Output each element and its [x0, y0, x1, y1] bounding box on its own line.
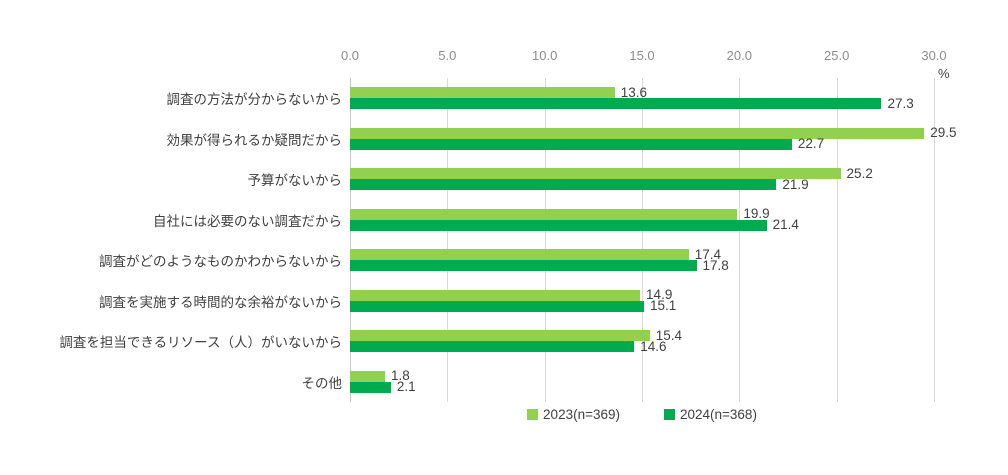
- bar-row: 13.6 27.3: [350, 78, 934, 119]
- bar-group: 14.9 15.1: [350, 288, 934, 313]
- bar-2024: 14.6: [350, 339, 666, 353]
- x-tick-label: 20.0: [726, 48, 752, 63]
- bar-row: 15.4 14.6: [350, 321, 934, 362]
- value-label-2024: 15.1: [649, 298, 677, 314]
- legend-swatch-2023: [527, 409, 539, 420]
- category-label: 予算がないから: [247, 173, 343, 189]
- bar-2024: 21.4: [350, 218, 799, 232]
- bar-2023: 14.9: [350, 288, 672, 302]
- x-axis: 0.0 5.0 10.0 15.0 20.0 25.0 30.0: [341, 48, 947, 64]
- bar-row: 1.8 2.1: [350, 362, 934, 403]
- gridline: [836, 78, 838, 402]
- legend-item-2023: 2023(n=369): [527, 407, 620, 422]
- bar-2024: 15.1: [350, 299, 676, 313]
- bar-2023: 25.2: [350, 166, 873, 180]
- x-tick-label: 15.0: [629, 48, 655, 63]
- bar-2024: 17.8: [350, 258, 729, 272]
- value-label-2023: 13.6: [620, 84, 648, 100]
- value-label-2023: 29.5: [930, 125, 957, 141]
- bar-group: 29.5 22.7: [350, 126, 957, 151]
- value-label-2023: 25.2: [846, 165, 873, 181]
- bar-2023: 15.4: [350, 328, 682, 342]
- bar-2024: 27.3: [350, 96, 914, 110]
- bar-group: 17.4 17.8: [350, 247, 934, 272]
- bar-row: 14.9 15.1: [350, 281, 934, 322]
- value-label-2024: 2.1: [396, 379, 416, 395]
- bar-row: 29.5 22.7: [350, 119, 957, 160]
- x-tick-label: 30.0: [921, 48, 947, 63]
- value-label-2024: 17.8: [702, 257, 729, 273]
- category-label: 調査を実施する時間的な余裕がないから: [99, 294, 342, 310]
- bar-row: 17.4 17.8: [350, 240, 934, 281]
- axis-zero-line: [350, 78, 351, 402]
- x-axis-unit-label: %: [938, 66, 950, 81]
- value-label-2023: 14.9: [646, 287, 673, 303]
- x-tick-label: 25.0: [824, 48, 850, 63]
- bar-row: 25.2 21.9: [350, 159, 934, 200]
- value-label-2023: 15.4: [655, 327, 683, 343]
- gridline: [739, 78, 741, 402]
- category-label: 効果が得られるか疑問だから: [166, 132, 343, 148]
- gridline: [447, 78, 449, 402]
- bar-rows: 13.6 27.3 29.5 22.7 25.2 21.9 19.9 21.4 17.4 17.8…: [350, 78, 957, 403]
- bar-2024: 21.9: [350, 177, 809, 191]
- value-label-2024: 21.4: [772, 217, 799, 233]
- legend-label-2024: 2024(n=368): [680, 407, 757, 422]
- legend-item-2024: 2024(n=368): [664, 407, 757, 422]
- bar-2023: 29.5: [350, 126, 957, 140]
- bar-group: 1.8 2.1: [350, 369, 934, 394]
- legend: 2023(n=369) 2024(n=368): [350, 407, 934, 422]
- value-label-2024: 14.6: [640, 338, 667, 354]
- bar-group: 13.6 27.3: [350, 85, 934, 110]
- bar-2023: 13.6: [350, 85, 647, 99]
- gridline: [544, 78, 546, 402]
- bar-2023: 19.9: [350, 207, 770, 221]
- x-tick-label: 10.0: [532, 48, 558, 63]
- category-label: 調査の方法が分からないから: [166, 92, 343, 108]
- gridline: [934, 78, 935, 402]
- value-label-2023: 17.4: [694, 246, 721, 262]
- legend-swatch-2024: [664, 409, 675, 420]
- bar-2024: 22.7: [350, 137, 824, 151]
- category-label: その他: [301, 375, 343, 391]
- value-label-2023: 19.9: [743, 206, 770, 222]
- category-axis: 調査の方法が分からないから 効果が得られるか疑問だから予算がないから自社には必要の…: [0, 78, 342, 402]
- x-tick-label: 5.0: [438, 48, 457, 63]
- category-label: 調査がどのようなものかわからないから: [99, 254, 342, 270]
- bar-2024: 2.1: [350, 380, 416, 394]
- legend-label-2023: 2023(n=369): [543, 407, 620, 422]
- gridline: [642, 78, 643, 402]
- value-label-2024: 21.9: [782, 176, 809, 192]
- value-label-2024: 27.3: [887, 95, 914, 111]
- value-label-2023: 1.8: [391, 368, 410, 384]
- bar-2023: 17.4: [350, 247, 721, 261]
- bar-group: 19.9 21.4: [350, 207, 934, 232]
- x-tick-label: 0.0: [340, 48, 360, 63]
- bar-row: 19.9 21.4: [350, 200, 934, 241]
- category-label: 調査を担当できるリソース（人）がいないから: [59, 335, 342, 351]
- bar-2023: 1.8: [350, 369, 410, 383]
- plot-area: 13.6 27.3 29.5 22.7 25.2 21.9 19.9 21.4 17.4 17.8…: [350, 78, 957, 403]
- bar-group: 15.4 14.6: [350, 328, 934, 353]
- bar-group: 25.2 21.9: [350, 166, 934, 191]
- category-label: 自社には必要のない調査だから: [153, 213, 342, 229]
- value-label-2024: 22.7: [797, 136, 825, 152]
